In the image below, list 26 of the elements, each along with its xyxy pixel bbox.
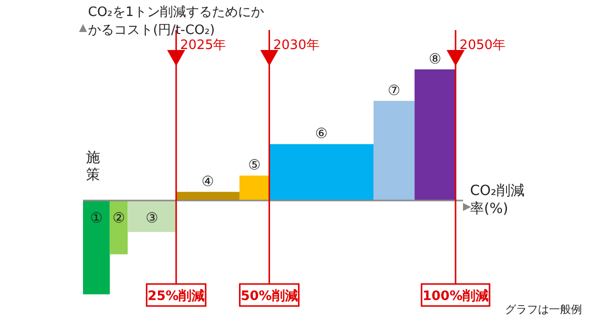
bar: [128, 200, 176, 232]
bar: [374, 100, 415, 201]
bar: [239, 176, 270, 201]
text: グラフは一般例: [505, 302, 582, 317]
annotation: 2025年: [180, 37, 226, 54]
series-label: ⑧: [428, 51, 442, 68]
bar: [83, 200, 110, 294]
series-label: ④: [202, 174, 214, 190]
annotation: 施策: [86, 150, 101, 184]
bar: [110, 200, 128, 254]
series-label: ⑤: [248, 158, 261, 174]
annotation: 2050年: [460, 37, 506, 54]
bar: [176, 192, 240, 201]
bar: [269, 144, 374, 201]
series-label: ③: [146, 210, 158, 227]
annotation: 2030年: [273, 37, 320, 54]
series-label: ①: [90, 210, 103, 227]
x-tick-label: 100%削減: [422, 289, 489, 304]
series-label: ⑥: [315, 126, 328, 142]
bar: [414, 69, 456, 201]
x-tick-label: 25%削減: [148, 289, 205, 304]
series-label: ②: [112, 210, 126, 227]
x-axis-title: CO₂削減率(%): [470, 182, 526, 218]
x-tick-label: 50%削減: [240, 289, 298, 304]
series-label: ⑦: [388, 82, 400, 99]
y-axis-title: CO₂を1トン削減するためにかかるコスト(円/t-CO₂): [88, 4, 265, 38]
